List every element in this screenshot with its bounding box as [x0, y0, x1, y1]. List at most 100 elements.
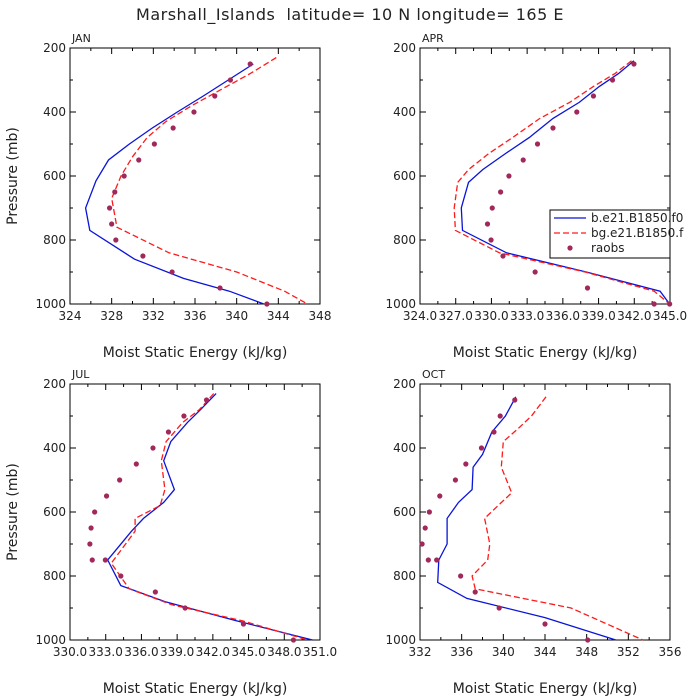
x-tick-label: 332 [409, 645, 432, 659]
x-tick-label: 336 [450, 645, 473, 659]
raobs-point [520, 157, 526, 163]
raobs-point [534, 141, 541, 147]
x-tick-label: 327.0 [439, 309, 473, 323]
y-tick-label: 600 [43, 505, 66, 519]
x-tick-label: 348 [575, 645, 598, 659]
raobs-point [489, 205, 495, 211]
raobs-point [140, 253, 146, 259]
panel-label: JAN [71, 32, 91, 45]
legend-label: b.e21.B1850.f0 [591, 211, 683, 225]
y-tick-label: 1000 [385, 633, 416, 647]
raobs-point [133, 461, 139, 467]
raobs-point [506, 173, 512, 179]
y-tick-label: 400 [43, 441, 66, 455]
series-line-blue [460, 60, 671, 305]
raobs-point [227, 77, 234, 83]
raobs-point [491, 429, 497, 435]
y-tick-label: 200 [393, 377, 416, 391]
raobs-point [182, 605, 188, 611]
plot-frame [419, 383, 671, 641]
x-tick-label: 344 [534, 645, 557, 659]
panel-jul: JUL Moist Static Energy (kJ/kg) Pressure… [5, 368, 337, 697]
x-tick-label: 332 [142, 309, 165, 323]
y-tick-label: 800 [43, 233, 66, 247]
x-tick-label: 324.0 [403, 309, 437, 323]
y-tick-label: 200 [393, 41, 416, 55]
panel-apr: APR Moist Static Energy (kJ/kg) 324.0 327… [385, 32, 687, 361]
raobs-point [496, 605, 502, 611]
raobs-point [590, 93, 597, 99]
plot-marks: 332 336 340 344 348 352 356 200 400 600 800 1000 [385, 377, 681, 659]
raobs-point [112, 189, 118, 195]
y-tick-label: 1000 [385, 297, 416, 311]
plot-marks: 330.0 333.0 336.0 339.0 342.0 345.0 348.0 351.0… [35, 377, 337, 659]
y-tick-label: 400 [43, 105, 66, 119]
legend-swatch-dot [567, 245, 573, 251]
legend-label: raobs [591, 241, 625, 255]
raobs-point [103, 493, 110, 499]
raobs-point [500, 253, 506, 259]
x-axis-label: Moist Static Energy (kJ/kg) [453, 345, 638, 361]
raobs-point [488, 237, 494, 243]
x-tick-label: 330.0 [474, 309, 508, 323]
raobs-point [667, 301, 673, 307]
series-line-red [471, 396, 644, 641]
x-tick-label: 333.0 [510, 309, 544, 323]
raobs-point [117, 477, 123, 483]
raobs-point [169, 269, 175, 275]
x-tick-label: 324 [59, 309, 82, 323]
raobs-point [87, 541, 93, 547]
plot-marks: 324.0 327.0 330.0 333.0 336.0 339.0 342.0 345.0… [385, 41, 687, 323]
raobs-point [472, 589, 478, 595]
raobs-point [532, 269, 538, 275]
raobs-point [497, 189, 504, 195]
raobs-point [631, 61, 637, 67]
raobs-point [452, 477, 459, 483]
raobs-point [426, 509, 432, 515]
raobs-point [181, 413, 187, 419]
x-tick-label: 345.0 [231, 645, 265, 659]
series-line-red [453, 60, 671, 305]
raobs-point [240, 621, 247, 627]
raobs-point [102, 557, 108, 563]
raobs-point [463, 461, 469, 467]
plot-frame [419, 47, 671, 305]
panel-label: JUL [71, 368, 90, 381]
x-axis-label: Moist Static Energy (kJ/kg) [103, 345, 288, 361]
raobs-point [434, 557, 440, 563]
x-tick-label: 342.0 [617, 309, 651, 323]
raobs-point [89, 557, 95, 563]
raobs-point [212, 93, 218, 99]
x-tick-label: 339.0 [581, 309, 615, 323]
x-tick-label: 340 [225, 309, 248, 323]
raobs-point [121, 173, 127, 179]
raobs-point [92, 509, 98, 515]
raobs-point [437, 493, 443, 499]
raobs-point [136, 157, 142, 163]
panel-label: OCT [422, 368, 445, 381]
raobs-point [478, 445, 485, 451]
y-tick-label: 800 [43, 569, 66, 583]
raobs-point [264, 301, 270, 307]
raobs-point [497, 413, 503, 419]
raobs-point [217, 285, 223, 291]
raobs-point [151, 141, 157, 147]
y-tick-label: 600 [393, 505, 416, 519]
x-tick-label: 351.0 [303, 645, 337, 659]
raobs-point [203, 397, 210, 403]
y-tick-label: 200 [43, 377, 66, 391]
x-tick-label: 345.0 [653, 309, 687, 323]
x-tick-label: 330.0 [53, 645, 87, 659]
x-tick-label: 342.0 [196, 645, 230, 659]
raobs-point [512, 397, 518, 403]
x-axis-label: Moist Static Energy (kJ/kg) [103, 681, 288, 697]
x-tick-label: 348 [309, 309, 332, 323]
y-tick-label: 800 [393, 233, 416, 247]
legend-label: bg.e21.B1850.f [591, 226, 684, 240]
x-tick-label: 336.0 [546, 309, 580, 323]
x-tick-label: 336 [184, 309, 207, 323]
raobs-point [419, 541, 425, 547]
raobs-point [150, 445, 156, 451]
raobs-point [651, 301, 657, 307]
